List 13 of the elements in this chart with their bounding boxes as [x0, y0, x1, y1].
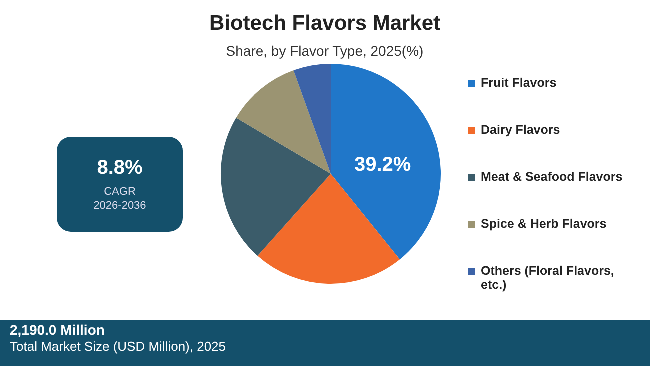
chart-title: Biotech Flavors Market	[208, 12, 442, 36]
text: 2026-2036	[92, 200, 148, 212]
legend-label: Others (Floral Flavors, etc.)	[481, 264, 616, 292]
text: 8.8%	[96, 157, 144, 180]
text: 2,190.0 Million	[10, 322, 105, 338]
legend-label: Dairy Flavors	[481, 123, 560, 137]
chart-subtitle: Share, by Flavor Type, 2025(%)	[225, 43, 425, 59]
data-label: 39.2%	[354, 154, 412, 176]
text: Total Market Size (USD Million), 2025	[10, 339, 226, 354]
legend-label: Fruit Flavors	[481, 76, 557, 90]
legend-label: Meat & Seafood Flavors	[481, 170, 623, 184]
legend-label: Spice & Herb Flavors	[481, 217, 607, 231]
text: CAGR	[103, 186, 137, 198]
